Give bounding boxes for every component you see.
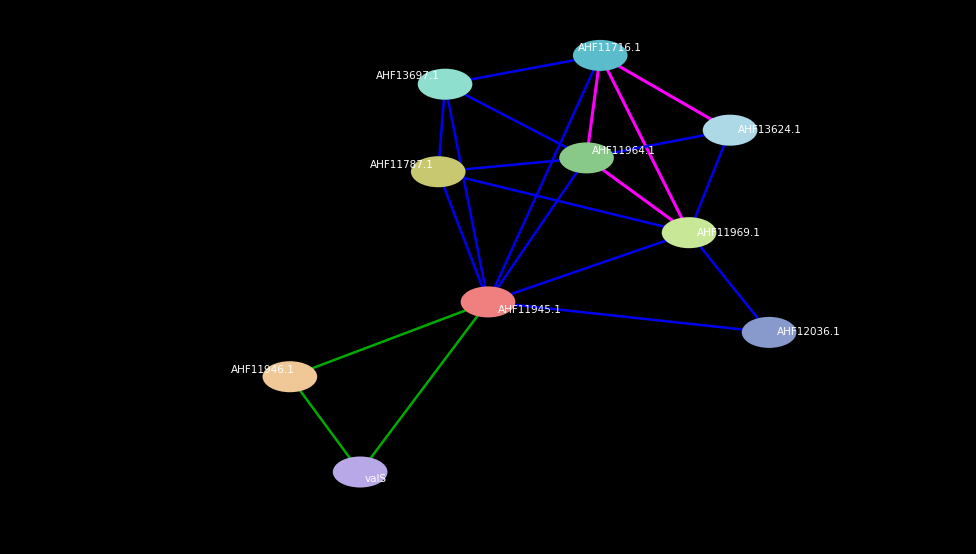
Text: AHF13624.1: AHF13624.1 xyxy=(738,125,801,135)
Circle shape xyxy=(461,286,515,317)
Circle shape xyxy=(559,142,614,173)
Text: AHF13697.1: AHF13697.1 xyxy=(377,71,440,81)
Text: AHF11945.1: AHF11945.1 xyxy=(498,305,561,315)
Text: AHF11787.1: AHF11787.1 xyxy=(370,160,433,170)
Circle shape xyxy=(703,115,757,146)
Circle shape xyxy=(573,40,628,71)
Text: AHF11716.1: AHF11716.1 xyxy=(578,43,642,53)
Circle shape xyxy=(263,361,317,392)
Circle shape xyxy=(742,317,796,348)
Circle shape xyxy=(333,456,387,488)
Text: AHF11969.1: AHF11969.1 xyxy=(697,228,760,238)
Text: AHF11964.1: AHF11964.1 xyxy=(591,146,655,156)
Circle shape xyxy=(662,217,716,248)
Text: valS: valS xyxy=(365,474,387,484)
Text: AHF11946.1: AHF11946.1 xyxy=(231,365,295,375)
Text: AHF12036.1: AHF12036.1 xyxy=(777,327,840,337)
Circle shape xyxy=(418,69,472,100)
Circle shape xyxy=(411,156,466,187)
